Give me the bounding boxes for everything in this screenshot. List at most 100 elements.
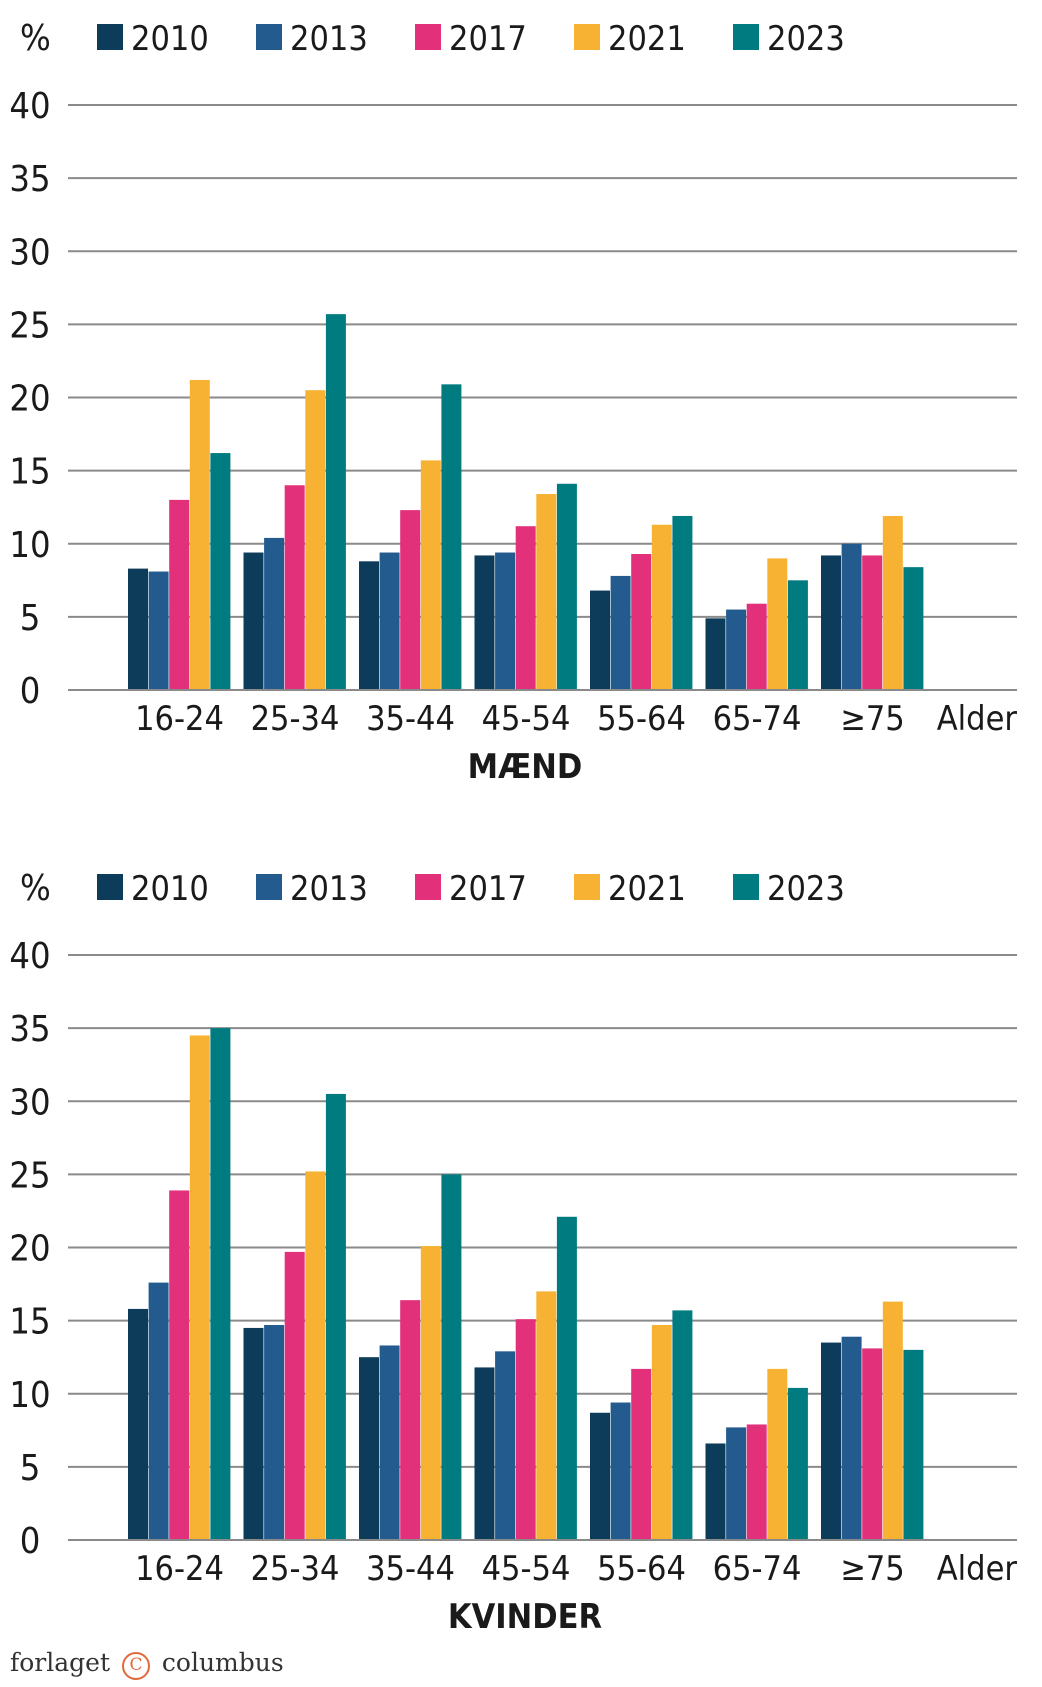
- maend-bar-25-34-2023: [325, 314, 346, 690]
- maend-xtick-65-74: 65-74: [713, 699, 802, 739]
- publisher-logo: forlaget C columbus: [10, 1648, 284, 1680]
- maend-bar-45-54-2010: [474, 555, 495, 690]
- kvinder-bar-≥75-2021: [882, 1301, 903, 1540]
- maend-bar-55-64-2023: [672, 515, 693, 690]
- kvinder-ytick-25: 25: [9, 1155, 50, 1196]
- kvinder-bar-≥75-2013: [841, 1336, 862, 1540]
- kvinder-ytick-0: 0: [20, 1521, 41, 1562]
- maend-legend-swatch-2010: [97, 24, 123, 50]
- maend-ytick-5: 5: [20, 598, 41, 639]
- kvinder-legend-swatch-2010: [97, 874, 123, 900]
- maend-legend-swatch-2021: [574, 24, 600, 50]
- kvinder-bar-65-74-2021: [767, 1368, 788, 1540]
- kvinder-xtick-25-34: 25-34: [251, 1549, 340, 1589]
- kvinder-bar-45-54-2013: [495, 1351, 516, 1540]
- maend-ytick-40: 40: [9, 86, 50, 127]
- kvinder-xtick-≥75: ≥75: [840, 1549, 905, 1589]
- maend-bar-35-44-2010: [359, 561, 379, 690]
- kvinder-ytick-35: 35: [9, 1009, 50, 1050]
- maend-ytick-30: 30: [9, 232, 50, 273]
- maend-bar-45-54-2017: [515, 526, 536, 690]
- maend-ytick-10: 10: [9, 525, 50, 566]
- kvinder-ytick-10: 10: [9, 1375, 50, 1416]
- maend-legend-swatch-2017: [415, 24, 441, 50]
- kvinder-bar-16-24-2017: [169, 1190, 190, 1540]
- kvinder-bar-45-54-2010: [474, 1367, 495, 1540]
- maend-panel-title: MÆND: [468, 747, 583, 787]
- kvinder-bar-65-74-2010: [705, 1443, 726, 1540]
- kvinder-bar-55-64-2017: [631, 1368, 652, 1540]
- maend-bar-≥75-2023: [903, 567, 924, 690]
- kvinder-bar-16-24-2021: [189, 1035, 210, 1540]
- maend-bar-≥75-2010: [821, 555, 841, 690]
- maend-xtick-25-34: 25-34: [251, 699, 340, 739]
- maend-bar-45-54-2013: [495, 552, 516, 690]
- kvinder-bar-25-34-2013: [264, 1325, 285, 1540]
- kvinder-bar-45-54-2021: [536, 1291, 557, 1540]
- kvinder-bar-16-24-2010: [128, 1308, 148, 1540]
- kvinder-bar-≥75-2023: [903, 1349, 924, 1540]
- kvinder-ytick-15: 15: [9, 1302, 50, 1343]
- maend-xtick-≥75: ≥75: [840, 699, 905, 739]
- kvinder-bar-35-44-2021: [420, 1246, 441, 1540]
- maend-bar-65-74-2021: [767, 558, 788, 690]
- kvinder-bar-55-64-2010: [590, 1412, 610, 1540]
- maend-xtick-55-64: 55-64: [597, 699, 686, 739]
- maend-bar-16-24-2021: [189, 379, 210, 690]
- publisher-name-left: forlaget: [10, 1648, 110, 1677]
- kvinder-xtick-65-74: 65-74: [713, 1549, 802, 1589]
- maend-bar-35-44-2021: [420, 460, 441, 690]
- maend-bar-16-24-2013: [148, 571, 169, 690]
- kvinder-xlabel: Alder: [937, 1549, 1018, 1589]
- maend-bar-25-34-2013: [264, 537, 285, 690]
- kvinder-panel-title: KVINDER: [448, 1597, 602, 1637]
- copyright-icon: C: [121, 1652, 150, 1680]
- maend-bar-≥75-2017: [862, 555, 883, 690]
- maend-bar-55-64-2013: [610, 575, 631, 690]
- maend-ytick-15: 15: [9, 452, 50, 493]
- maend-bar-65-74-2017: [746, 603, 767, 690]
- maend-bar-35-44-2013: [379, 552, 400, 690]
- kvinder-ytick-20: 20: [9, 1229, 50, 1270]
- maend-ytick-35: 35: [9, 159, 50, 200]
- kvinder-xtick-35-44: 35-44: [366, 1549, 455, 1589]
- maend-legend-swatch-2023: [733, 24, 759, 50]
- kvinder-legend-label-2023: 2023: [767, 869, 845, 909]
- kvinder-bar-55-64-2023: [672, 1310, 693, 1540]
- maend-bar-35-44-2023: [441, 384, 462, 690]
- kvinder-bar-65-74-2017: [746, 1424, 767, 1540]
- kvinder-legend-swatch-2017: [415, 874, 441, 900]
- kvinder-xtick-45-54: 45-54: [482, 1549, 571, 1589]
- kvinder-bar-45-54-2017: [515, 1319, 536, 1540]
- maend-bar-65-74-2010: [705, 618, 726, 690]
- kvinder-ytick-40: 40: [9, 936, 50, 977]
- kvinder-bar-16-24-2013: [148, 1282, 169, 1540]
- kvinder-xtick-16-24: 16-24: [135, 1549, 224, 1589]
- kvinder-bar-≥75-2010: [821, 1342, 841, 1540]
- maend-ylabel: %: [20, 18, 51, 59]
- kvinder-ylabel: %: [20, 868, 51, 909]
- kvinder-legend-label-2021: 2021: [608, 869, 686, 909]
- maend-bar-65-74-2013: [726, 609, 747, 690]
- maend-bar-≥75-2021: [882, 515, 903, 690]
- maend-xtick-35-44: 35-44: [366, 699, 455, 739]
- kvinder-bar-55-64-2021: [651, 1325, 672, 1540]
- kvinder-bar-55-64-2013: [610, 1402, 631, 1540]
- kvinder-bar-65-74-2023: [787, 1387, 808, 1540]
- kvinder-bar-25-34-2023: [325, 1093, 346, 1540]
- kvinder-ytick-5: 5: [20, 1448, 41, 1489]
- maend-legend-label-2021: 2021: [608, 19, 686, 59]
- maend-legend-label-2023: 2023: [767, 19, 845, 59]
- maend-bar-16-24-2017: [169, 499, 190, 690]
- kvinder-bar-35-44-2017: [400, 1300, 421, 1540]
- kvinder-legend-swatch-2013: [256, 874, 282, 900]
- kvinder-bar-25-34-2021: [305, 1171, 326, 1540]
- kvinder-legend-label-2010: 2010: [131, 869, 209, 909]
- maend-ytick-25: 25: [9, 305, 50, 346]
- maend-bar-45-54-2023: [556, 483, 577, 690]
- maend-ytick-0: 0: [20, 671, 41, 712]
- kvinder-legend-swatch-2021: [574, 874, 600, 900]
- maend-bar-25-34-2021: [305, 390, 326, 690]
- kvinder-legend-swatch-2023: [733, 874, 759, 900]
